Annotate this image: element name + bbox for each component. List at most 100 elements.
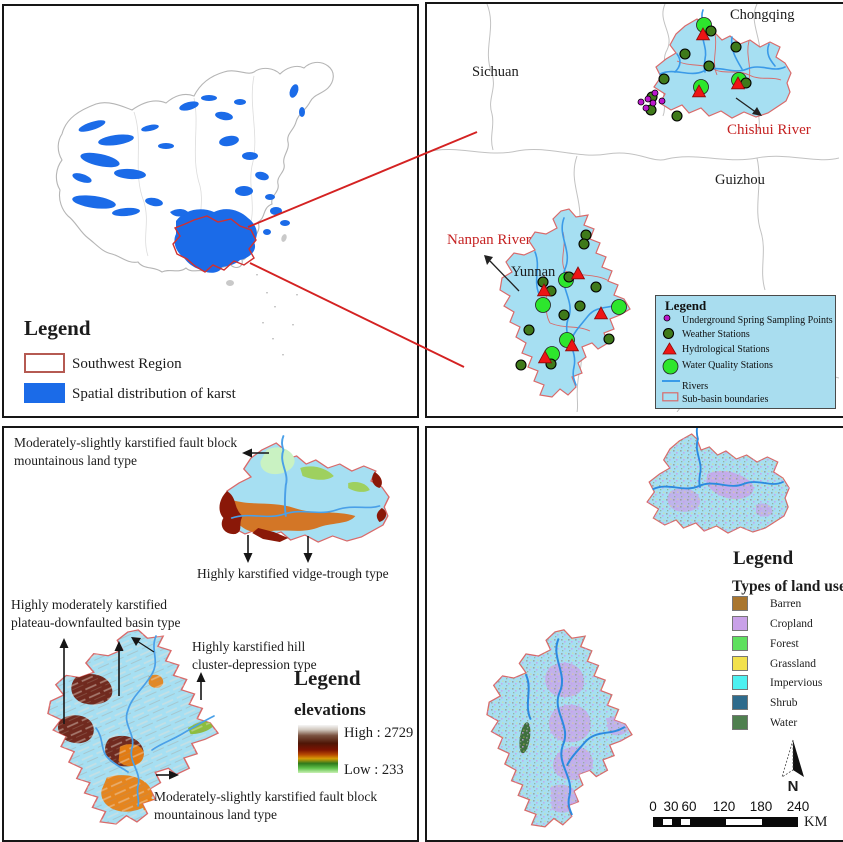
chishui-river-label: Chishui River — [727, 122, 811, 138]
barren-swatch — [732, 596, 748, 611]
shrub-swatch — [732, 695, 748, 710]
hydrological-station-marker — [695, 27, 711, 41]
legend-item-label: Hydrological Stations — [682, 343, 770, 355]
province-label-yunnan: Yunnan — [511, 264, 556, 280]
scale-tick-60: 60 — [681, 799, 697, 814]
elevation-legend-subtitle: elevations — [294, 700, 366, 719]
spring-sampling-marker — [649, 99, 657, 107]
study-area-map — [427, 4, 839, 412]
landuse-legend-subtitle: Types of land use — [732, 578, 843, 595]
weather-station-marker — [671, 110, 683, 122]
elevation-low-label: Low : 233 — [344, 762, 404, 778]
panel-karst-types: Moderately-slightly karstified fault blo… — [2, 426, 419, 842]
cropland-swatch — [732, 616, 748, 631]
nanpan-landuse-basin — [486, 629, 633, 828]
china-karst-map — [55, 61, 334, 356]
legend-item-label: Rivers — [682, 380, 709, 392]
panel-land-use: Legend Types of land use Barren Cropland… — [425, 426, 843, 842]
southwest-region-label: Southwest Region — [72, 356, 182, 372]
chishui-basin — [653, 9, 792, 119]
weather-station-marker — [730, 41, 742, 53]
karst-legend-title: Legend — [24, 316, 91, 340]
hydrological-station-marker — [691, 84, 707, 98]
river-label-arrows — [484, 97, 762, 292]
land-use-map — [486, 428, 804, 828]
weather-station-marker — [590, 281, 602, 293]
weather-station-marker — [603, 333, 615, 345]
elevation-legend-title: Legend — [294, 666, 361, 690]
landuse-item-water: Water — [732, 715, 797, 730]
panel-karst-distribution: Legend Southwest Region Spatial distribu… — [2, 4, 419, 418]
nanpan-river-label: Nanpan River — [447, 232, 531, 248]
study-legend-title: Legend — [665, 298, 707, 313]
southwest-region-swatch — [24, 353, 65, 373]
impervious-swatch — [732, 675, 748, 690]
scale-bar-unit: KM — [804, 814, 828, 830]
elevation-high-label: High : 2729 — [344, 725, 414, 741]
weather-station-marker — [658, 73, 670, 85]
scale-tick-0: 0 — [649, 799, 657, 814]
grassland-swatch — [732, 656, 748, 671]
province-label-chongqing: Chongqing — [730, 7, 795, 23]
chishui-rivers — [659, 9, 786, 75]
hydrological-station-marker — [564, 338, 580, 352]
southwest-region-outline — [172, 215, 257, 273]
landuse-item-grassland: Grassland — [732, 656, 816, 671]
landuse-item-forest: Forest — [732, 636, 799, 651]
legend-item-label: Weather Stations — [682, 328, 750, 340]
karst-label: Spatial distribution of karst — [72, 386, 236, 402]
nanpan-arrowhead — [484, 255, 493, 265]
forest-swatch — [732, 636, 748, 651]
chishui-arrowhead — [752, 107, 762, 116]
water-quality-marker — [535, 297, 551, 313]
scale-tick-240: 240 — [786, 799, 810, 814]
annotation-plateau-basin: Highly moderately karstified plateau-dow… — [11, 597, 181, 630]
north-arrow — [781, 739, 804, 778]
spring-sampling-marker — [644, 95, 652, 103]
hydrological-station-marker — [536, 283, 552, 297]
chishui-elevation-basin — [219, 435, 390, 543]
water-quality-marker — [611, 299, 627, 315]
hydrological-station-marker — [570, 266, 586, 280]
hydrological-station-marker — [593, 306, 609, 320]
scale-bar — [653, 817, 798, 827]
station-markers — [515, 17, 752, 371]
scale-tick-120: 120 — [712, 799, 736, 814]
weather-station-marker — [515, 359, 527, 371]
weather-station-marker — [679, 48, 691, 60]
elevation-map — [47, 435, 390, 825]
landuse-legend-title: Legend — [733, 548, 794, 569]
province-label-sichuan: Sichuan — [472, 64, 519, 80]
weather-station-marker — [574, 300, 586, 312]
legend-item-label: Sub-basin boundaries — [682, 393, 769, 405]
hydrological-station-marker — [730, 76, 746, 90]
chishui-landuse-basin — [646, 428, 790, 534]
weather-station-marker — [578, 238, 590, 250]
hydrological-station-marker — [537, 350, 553, 364]
legend-item-label: Underground Spring Sampling Points — [682, 314, 833, 326]
landuse-item-barren: Barren — [732, 596, 801, 611]
weather-station-marker — [558, 309, 570, 321]
annotation-hill-cluster: Highly karstified hill cluster-depressio… — [192, 639, 317, 672]
weather-station-marker — [703, 60, 715, 72]
spring-sampling-marker — [658, 97, 666, 105]
landuse-item-impervious: Impervious — [732, 675, 822, 690]
nanpan-basin — [499, 208, 631, 398]
spring-sampling-marker — [642, 104, 650, 112]
province-label-guizhou: Guizhou — [715, 172, 765, 188]
weather-station-marker — [705, 25, 717, 37]
landuse-item-cropland: Cropland — [732, 616, 813, 631]
legend-item-label: Water Quality Stations — [682, 359, 773, 371]
elevation-color-ramp — [298, 725, 338, 773]
weather-station-marker — [580, 229, 592, 241]
weather-station-marker — [523, 324, 535, 336]
study-area-legend: Legend Underground Spring Sampling Point… — [655, 295, 836, 409]
panel-study-area: Sichuan Chongqing Guizhou Yunnan Chishui… — [425, 2, 843, 418]
scale-tick-30: 30 — [663, 799, 679, 814]
annotation-vidge-trough: Highly karstified vidge-trough type — [197, 566, 389, 581]
scale-tick-180: 180 — [749, 799, 773, 814]
annotation-fault-block-bottom: Moderately-slightly karstified fault blo… — [154, 789, 378, 822]
water-swatch — [732, 715, 748, 730]
north-arrow-label: N — [787, 778, 799, 795]
